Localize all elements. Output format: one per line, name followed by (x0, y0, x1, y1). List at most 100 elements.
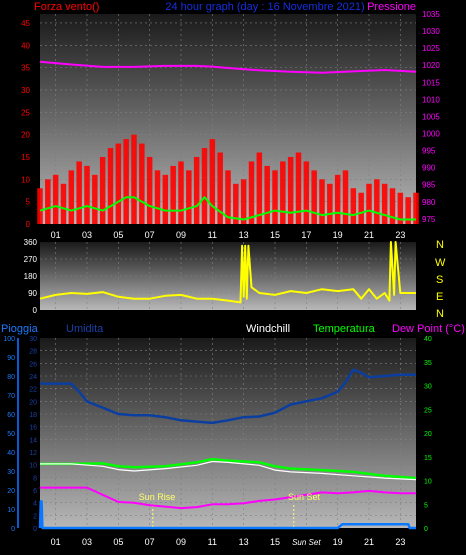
wind-bar (389, 188, 396, 224)
humidity-axis-title: Umidita (66, 323, 104, 335)
x-tick-label: 09 (176, 230, 186, 240)
wind-bar (131, 134, 137, 224)
dew-point-line (40, 486, 416, 510)
x-tick-label: 19 (333, 537, 343, 547)
wind-bar (413, 192, 419, 224)
x-tick-label: 05 (113, 230, 123, 240)
wind-bar (139, 143, 145, 224)
wind-bar (68, 170, 75, 224)
y-tick-label: 22 (29, 387, 37, 394)
y-tick-label: 6 (33, 488, 37, 495)
wind-bar (358, 192, 364, 224)
wind-bar (225, 170, 231, 224)
y-tick-label: 40 (424, 336, 432, 343)
wind-bar (381, 183, 388, 224)
climate-plot-area (40, 338, 416, 528)
wind-bar (233, 183, 239, 224)
x-tick-label: 11 (208, 230, 217, 240)
direction-plot-area (40, 242, 416, 310)
y-tick-label: 20 (21, 131, 30, 140)
wind-bar (45, 179, 51, 224)
y-tick-label: 35 (424, 360, 432, 367)
y-tick-label: 360 (24, 238, 38, 247)
y-tick-label: 5 (26, 198, 31, 207)
x-tick-label: 01 (51, 230, 61, 240)
y-tick-label: 2 (33, 513, 37, 520)
x-tick-label: 21 (364, 230, 374, 240)
wind-bar (287, 156, 294, 224)
x-tick-label: 21 (364, 537, 374, 547)
y-tick-label: 1035 (422, 10, 440, 19)
y-tick-label: 40 (21, 41, 30, 50)
y-tick-label: 45 (21, 19, 30, 28)
x-tick-label: 15 (270, 537, 280, 547)
wind-bar (334, 174, 341, 224)
x-tick-label: 09 (176, 537, 186, 547)
x-tick-label: 17 (301, 230, 311, 240)
wind-bar (170, 165, 176, 224)
y-tick-label: 1030 (422, 27, 440, 36)
x-tick-label: 03 (82, 230, 92, 240)
wind-bar (178, 161, 184, 224)
sunset-label: Sun Set (288, 492, 321, 502)
wind-bar (240, 179, 247, 224)
y-tick-label: 1010 (422, 95, 440, 104)
wind-bar (146, 156, 153, 224)
wind-bar (319, 179, 325, 224)
humidity-line (40, 368, 416, 425)
y-tick-label: 20 (29, 399, 37, 406)
y-tick-label: 12 (29, 450, 37, 457)
y-tick-label: 20 (424, 431, 432, 438)
y-tick-label: 15 (21, 153, 30, 162)
wind-bar (342, 170, 349, 224)
y-tick-label: 5 (424, 502, 428, 509)
y-tick-label: 70 (7, 393, 15, 400)
chart-title: 24 hour graph (day : 16 Novembre 2021) (165, 1, 364, 13)
x-tick-label: 15 (270, 230, 280, 240)
x-tick-label: 13 (239, 537, 249, 547)
wind-bar (186, 170, 192, 224)
wind-bar (248, 161, 255, 224)
dew-point-legend: Dew Point (°C) (392, 323, 465, 335)
y-tick-label: 24 (29, 374, 37, 381)
wind-bar (350, 188, 357, 224)
y-tick-label: 15 (424, 455, 432, 462)
y-tick-label: 10 (29, 463, 37, 470)
y-tick-label: 60 (7, 412, 15, 419)
direction-label-s: S (436, 274, 443, 286)
wind-bar (52, 174, 59, 224)
y-tick-label: 8 (33, 475, 37, 482)
wind-bar (115, 143, 122, 224)
wind-bar (256, 152, 263, 224)
wind-bar (327, 183, 333, 224)
wind-bar (123, 139, 129, 224)
y-tick-label: 26 (29, 361, 37, 368)
wind-bar (193, 156, 200, 224)
wind-bar (84, 165, 90, 224)
sunrise-label: Sun Rise (139, 492, 176, 502)
x-tick-label: 11 (208, 537, 217, 547)
direction-label-e: E (436, 291, 443, 303)
y-tick-label: 10 (7, 507, 15, 514)
wind-bar (201, 148, 208, 224)
wind-direction-line (39, 241, 416, 304)
x-tick-label: Sun Set (292, 538, 321, 547)
x-tick-label: 01 (51, 537, 61, 547)
y-tick-label: 0 (11, 526, 15, 533)
wind-bar (272, 170, 278, 224)
y-tick-label: 90 (28, 289, 37, 298)
y-tick-label: 0 (424, 526, 428, 533)
wind-bar (397, 192, 404, 224)
wind-bar (154, 170, 161, 224)
x-tick-label: 19 (333, 230, 343, 240)
y-tick-label: 25 (21, 108, 30, 117)
y-tick-label: 50 (7, 431, 15, 438)
y-tick-label: 30 (7, 469, 15, 476)
x-tick-label: 07 (145, 230, 155, 240)
wind-bar (107, 148, 114, 224)
wind-bar (303, 161, 310, 224)
y-tick-label: 1005 (422, 112, 440, 121)
wind-bar (311, 170, 317, 224)
y-tick-label: 1015 (422, 78, 440, 87)
